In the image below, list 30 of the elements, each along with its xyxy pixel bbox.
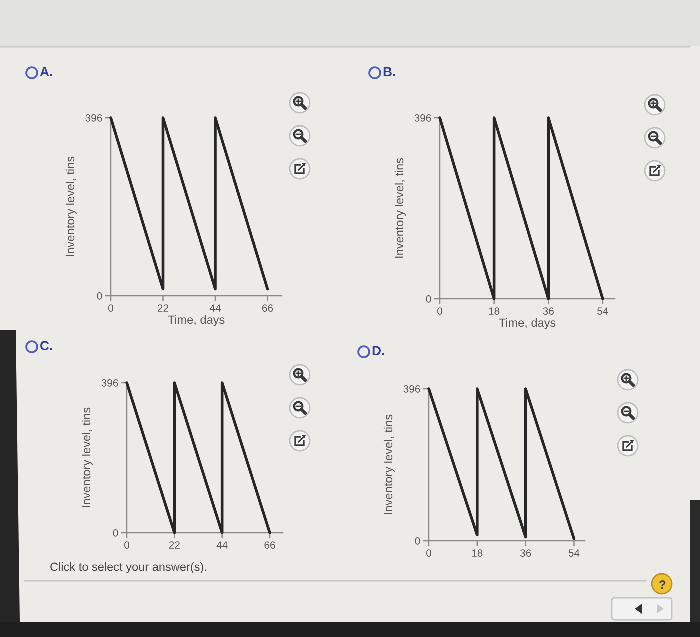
- x-axis-title: Time, days: [168, 315, 225, 326]
- y-axis-title: Inventory level, tins: [82, 408, 93, 508]
- x-tick-label: 0: [124, 542, 130, 549]
- chart-title: C.: [40, 341, 52, 351]
- x-tick-label: 18: [489, 308, 500, 315]
- y-axis-title: Inventory level, tins: [66, 156, 77, 256]
- x-tick-label: 36: [543, 308, 554, 315]
- x-tick-label: 44: [210, 304, 221, 312]
- chart-title: D.: [372, 346, 384, 356]
- x-tick-label: 54: [598, 308, 608, 315]
- x-tick-label: 44: [216, 542, 228, 549]
- y-tick-label: 396: [102, 380, 118, 387]
- x-tick-label: 18: [472, 550, 483, 557]
- x-tick-label: 66: [262, 304, 274, 312]
- chart-title: B.: [384, 67, 396, 76]
- x-tick-label: 22: [158, 304, 169, 312]
- x-tick-label: 22: [169, 542, 180, 549]
- x-tick-label: 66: [264, 542, 276, 549]
- x-tick-label: 36: [520, 550, 532, 557]
- text: Click to select your answer(s).: [50, 562, 206, 574]
- y-tick-label: 0: [97, 292, 102, 300]
- y-axis-title: Inventory level, tins: [394, 158, 406, 258]
- y-tick-label: 396: [414, 114, 432, 122]
- x-tick-label: 54: [568, 550, 580, 557]
- x-axis-title: Time, days: [499, 318, 556, 330]
- y-tick-label: 396: [86, 114, 102, 122]
- y-axis-title: Inventory level, tins: [384, 414, 395, 514]
- x-tick-label: 0: [438, 308, 442, 315]
- chart-title: A.: [40, 67, 52, 76]
- y-tick-label: 396: [404, 386, 420, 393]
